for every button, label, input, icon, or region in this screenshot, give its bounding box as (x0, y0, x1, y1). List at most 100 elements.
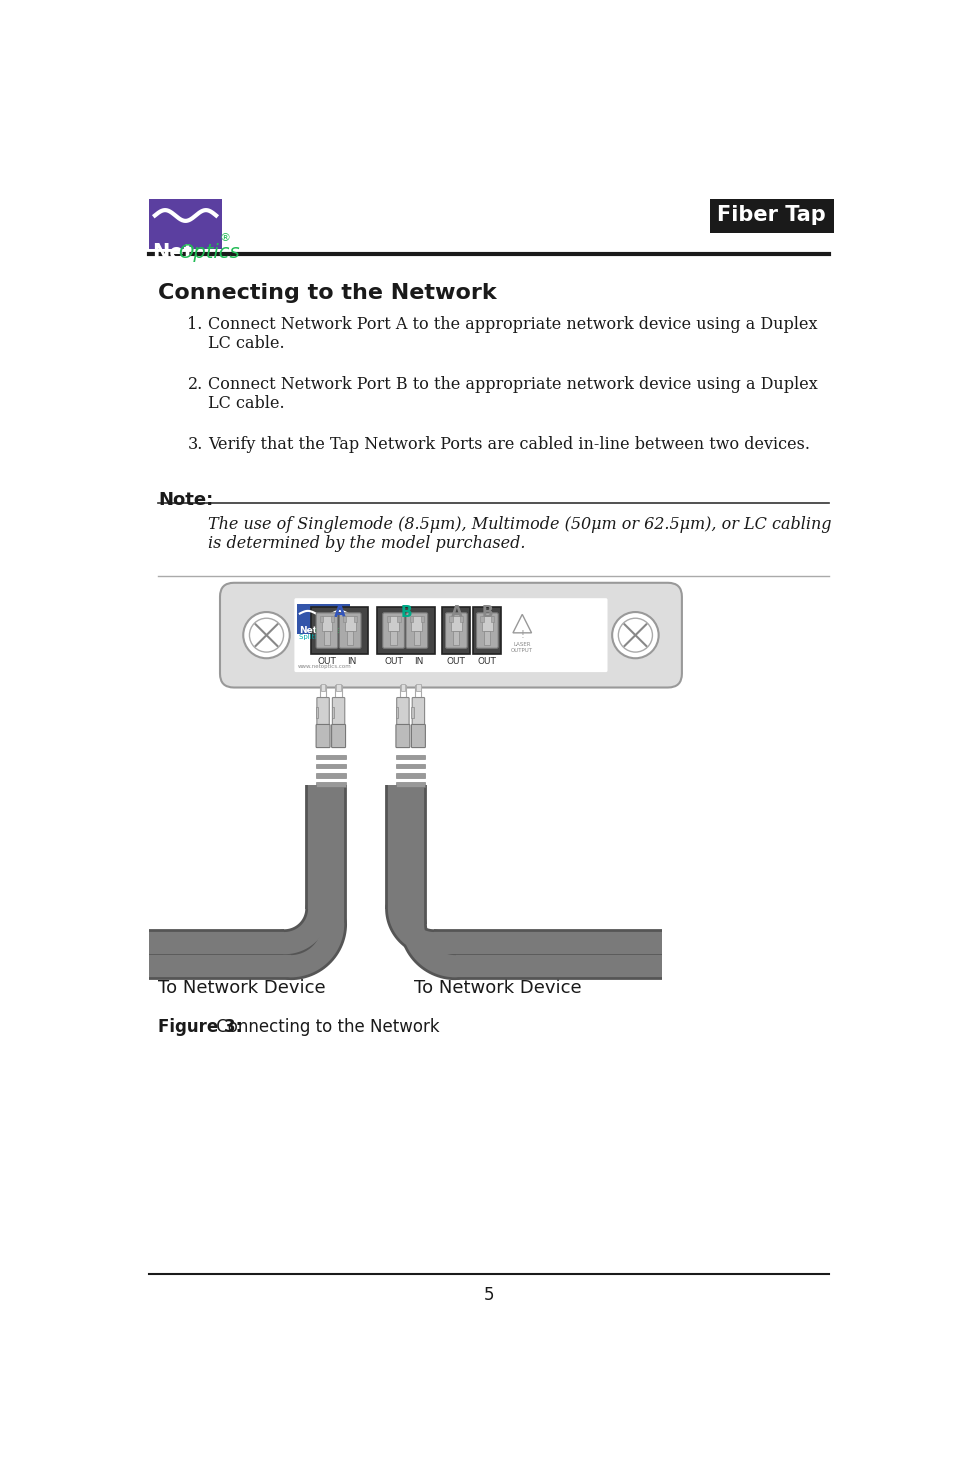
FancyBboxPatch shape (377, 608, 435, 653)
Bar (390, 631, 396, 645)
Bar (320, 683, 325, 692)
Bar (491, 617, 494, 622)
Bar (347, 631, 353, 645)
FancyBboxPatch shape (382, 612, 404, 648)
Bar (411, 617, 422, 631)
Bar (416, 683, 420, 692)
Bar (410, 617, 413, 622)
FancyBboxPatch shape (294, 599, 607, 673)
Text: OUT: OUT (446, 658, 465, 667)
Bar (456, 937, 661, 947)
Bar (321, 617, 332, 631)
Bar (319, 686, 326, 698)
Text: Net: Net (152, 243, 194, 263)
Text: Optics: Optics (314, 625, 341, 634)
Bar (480, 617, 483, 622)
Bar (395, 773, 425, 777)
FancyBboxPatch shape (332, 698, 344, 729)
Bar (343, 617, 346, 622)
Bar (323, 631, 330, 645)
FancyBboxPatch shape (311, 608, 368, 653)
Bar (481, 617, 493, 631)
Text: Connecting to the Network: Connecting to the Network (211, 1018, 439, 1035)
Bar (335, 686, 341, 698)
Text: Net: Net (298, 625, 316, 634)
FancyBboxPatch shape (315, 724, 330, 748)
Bar (388, 617, 398, 631)
Bar (420, 617, 423, 622)
Text: Figure 3:: Figure 3: (158, 1018, 242, 1035)
Text: Connect Network Port B to the appropriate network device using a Duplex
LC cable: Connect Network Port B to the appropriat… (208, 376, 818, 412)
Bar (149, 199, 222, 249)
Bar (399, 686, 406, 698)
Bar (315, 755, 345, 760)
FancyBboxPatch shape (412, 698, 424, 729)
Bar (397, 617, 400, 622)
Bar (332, 707, 334, 717)
Circle shape (612, 612, 658, 658)
Bar (315, 782, 345, 786)
Polygon shape (513, 615, 531, 633)
Text: B: B (399, 605, 412, 620)
Bar (297, 605, 350, 634)
Circle shape (249, 618, 283, 652)
Bar (395, 782, 425, 786)
Bar (414, 631, 419, 645)
FancyBboxPatch shape (339, 612, 360, 648)
Text: LASER
OUTPUT: LASER OUTPUT (511, 642, 533, 653)
Bar (331, 617, 334, 622)
FancyBboxPatch shape (220, 583, 681, 687)
Text: A: A (450, 605, 462, 620)
FancyBboxPatch shape (406, 612, 427, 648)
Text: To Network Device: To Network Device (158, 979, 325, 997)
Bar (449, 617, 452, 622)
Text: !: ! (519, 630, 523, 640)
FancyBboxPatch shape (332, 724, 345, 748)
Text: A: A (334, 605, 345, 620)
Bar (386, 617, 390, 622)
FancyBboxPatch shape (473, 608, 500, 653)
Text: Note:: Note: (158, 491, 213, 509)
Text: OUT: OUT (384, 658, 402, 667)
Text: Fiber Tap: Fiber Tap (717, 205, 825, 226)
Text: Verify that the Tap Network Ports are cabled in-line between two devices.: Verify that the Tap Network Ports are ca… (208, 435, 809, 453)
Text: B: B (481, 605, 493, 620)
Bar (459, 617, 463, 622)
FancyBboxPatch shape (445, 612, 467, 648)
Text: Optics: Optics (178, 243, 239, 263)
Text: ®: ® (345, 621, 351, 627)
Bar (411, 707, 414, 717)
Text: ®: ® (219, 233, 230, 243)
Bar (315, 773, 345, 777)
Text: IN: IN (347, 658, 356, 667)
Bar (149, 937, 319, 947)
Bar (315, 764, 345, 768)
Bar (709, 199, 833, 233)
FancyBboxPatch shape (315, 612, 337, 648)
Bar (456, 948, 661, 959)
FancyBboxPatch shape (476, 612, 497, 648)
Text: 1.: 1. (187, 316, 203, 332)
Text: Connecting to the Network: Connecting to the Network (158, 283, 497, 304)
FancyBboxPatch shape (396, 698, 409, 729)
Circle shape (618, 618, 652, 652)
FancyBboxPatch shape (411, 724, 425, 748)
Text: 2.: 2. (187, 376, 202, 392)
Text: 5: 5 (483, 1286, 494, 1304)
Bar (395, 707, 397, 717)
Text: www.netoptics.com: www.netoptics.com (297, 664, 351, 670)
Text: IN: IN (414, 658, 422, 667)
Bar (484, 631, 490, 645)
Text: To Network Device: To Network Device (414, 979, 580, 997)
Bar (395, 755, 425, 760)
Text: Connect Network Port A to the appropriate network device using a Duplex
LC cable: Connect Network Port A to the appropriat… (208, 316, 817, 353)
Bar (319, 617, 323, 622)
Bar (315, 707, 318, 717)
Text: 3.: 3. (187, 435, 203, 453)
Bar (354, 617, 356, 622)
Circle shape (243, 612, 290, 658)
Bar (400, 683, 405, 692)
Text: OUT: OUT (477, 658, 497, 667)
Bar (149, 948, 319, 959)
FancyBboxPatch shape (442, 608, 470, 653)
